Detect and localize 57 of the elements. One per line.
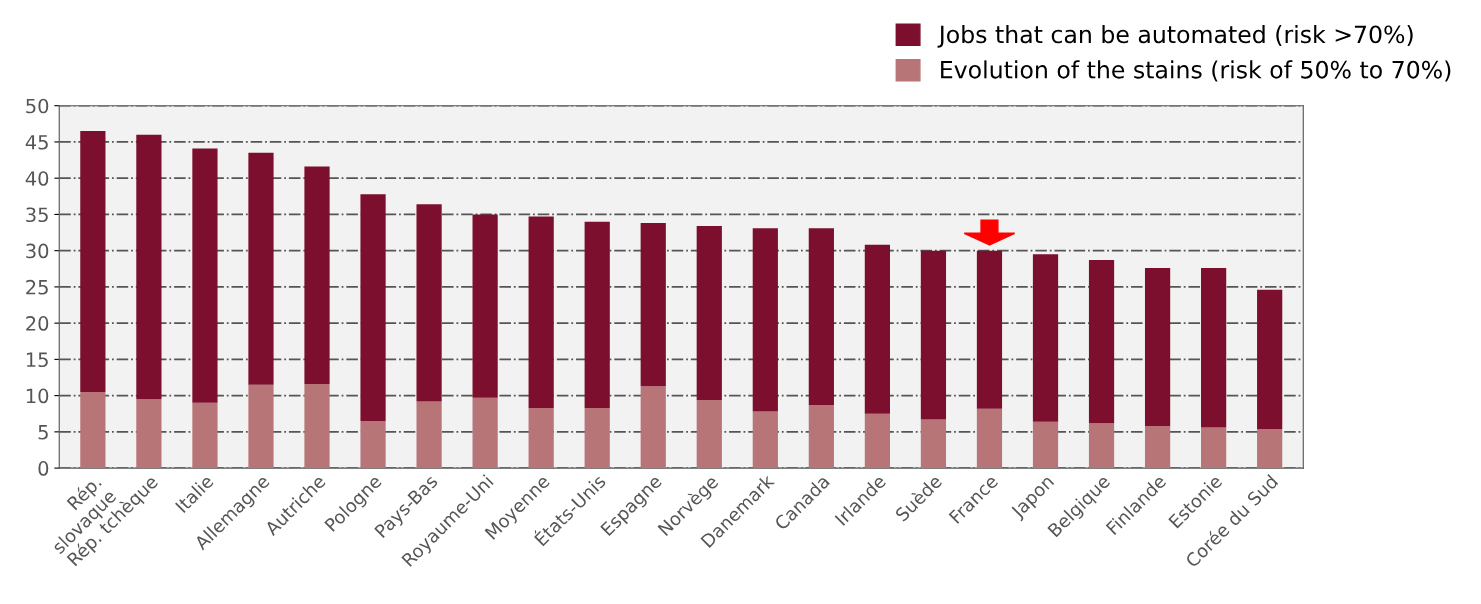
y-tick-label: 10 xyxy=(26,388,49,404)
bar xyxy=(640,386,666,469)
bar xyxy=(752,411,778,469)
bar xyxy=(248,152,274,385)
y-tick-label: 40 xyxy=(25,171,49,186)
y-tick-label: 0 xyxy=(38,461,49,476)
legend-label: Jobs that can be automated (risk >70%) xyxy=(937,24,1413,48)
y-tick-label: 15 xyxy=(26,352,48,368)
y-tick-label: 25 xyxy=(26,279,48,295)
bar xyxy=(1144,268,1171,427)
bar xyxy=(752,228,778,412)
bar xyxy=(1201,427,1227,469)
bar xyxy=(192,148,218,403)
bar xyxy=(304,384,330,469)
bar xyxy=(1201,268,1227,428)
bar xyxy=(248,384,274,469)
y-tick-label: 5 xyxy=(38,425,48,440)
bar xyxy=(808,405,834,469)
bar xyxy=(304,166,330,385)
bar xyxy=(808,228,834,406)
bar xyxy=(416,204,442,402)
bar xyxy=(472,214,498,398)
bar xyxy=(920,419,947,469)
legend-label: Evolution of the stains (risk of 50% to 70%) xyxy=(941,60,1451,82)
bar xyxy=(584,407,610,469)
y-tick-label: 20 xyxy=(26,316,49,331)
bar xyxy=(1088,260,1115,424)
y-tick-label: 45 xyxy=(25,135,48,150)
bar xyxy=(1088,423,1115,469)
bar xyxy=(1257,289,1283,429)
bar xyxy=(1257,428,1283,469)
bar xyxy=(640,223,666,387)
bar xyxy=(528,407,554,469)
bar xyxy=(80,131,106,392)
bar xyxy=(472,397,498,469)
bar xyxy=(1144,426,1171,469)
bar xyxy=(192,402,218,469)
bar xyxy=(976,408,1003,469)
bar xyxy=(136,399,162,469)
bar xyxy=(528,216,554,408)
bar xyxy=(360,420,386,469)
bar xyxy=(976,250,1003,409)
y-tick-label: 35 xyxy=(26,207,48,223)
bar xyxy=(1032,421,1059,469)
y-tick-label: 30 xyxy=(26,243,49,259)
bar xyxy=(1032,254,1059,422)
bar xyxy=(864,244,890,414)
bar xyxy=(80,392,106,469)
bar xyxy=(920,250,947,420)
bar xyxy=(864,413,890,469)
bar xyxy=(136,134,162,400)
bar xyxy=(696,399,722,469)
y-tick-label: 50 xyxy=(26,98,49,114)
bar xyxy=(360,194,386,421)
bar xyxy=(584,221,610,408)
bar xyxy=(696,226,722,400)
bar xyxy=(416,401,442,469)
